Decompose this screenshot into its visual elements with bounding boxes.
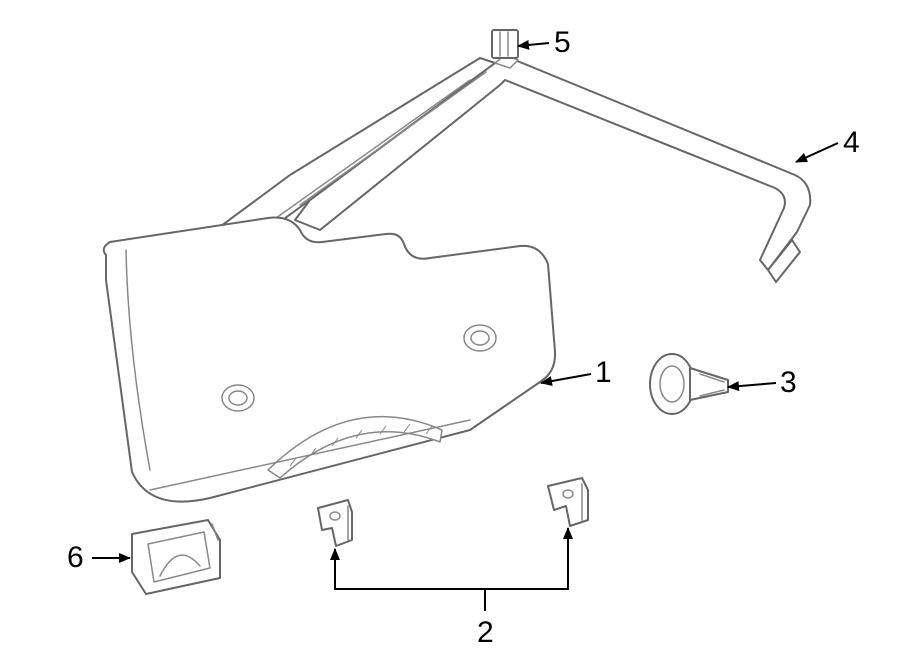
part-push-retainer-clip [650,354,728,414]
callout-label-4: 4 [843,128,860,158]
part-pull-cup-bracket-left [318,500,352,546]
callout-label-3: 3 [780,368,797,398]
callout-label-5: 5 [554,28,571,58]
callout-label-2: 2 [477,618,494,648]
part-lower-trim-panel [104,218,555,502]
part-upper-trim-clip [492,30,518,58]
part-pull-cup-bracket-right [548,478,588,526]
part-interior-lamp-bezel [132,520,220,594]
callout-label-6: 6 [67,543,84,573]
diagram-svg [0,0,900,661]
callout-label-1: 1 [595,358,612,388]
diagram-stage: 1 2 3 4 5 6 [0,0,900,661]
